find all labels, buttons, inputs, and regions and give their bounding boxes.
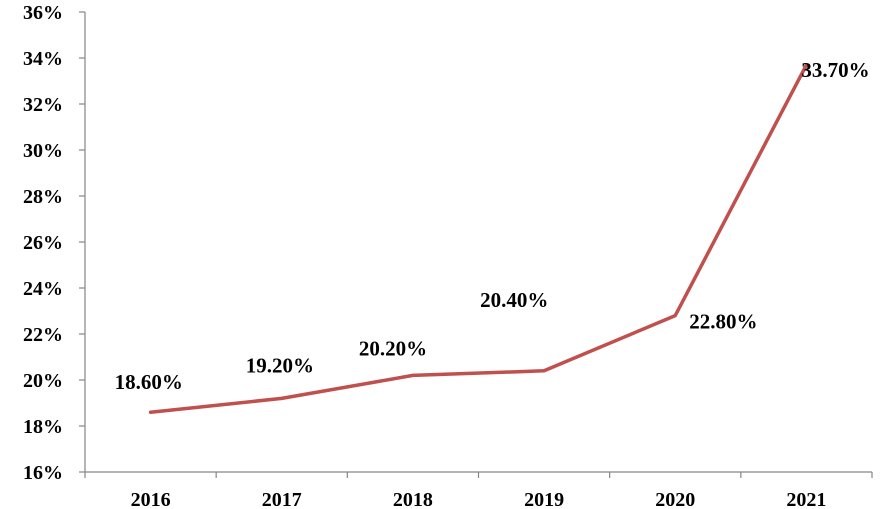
data-label: 22.80% [689, 310, 757, 334]
x-tick-label: 2020 [655, 489, 695, 509]
x-tick-label: 2018 [393, 489, 433, 509]
x-tick-label: 2016 [131, 489, 171, 509]
series-line [148, 63, 809, 414]
data-label: 18.60% [115, 370, 183, 394]
y-tick-label: 24% [23, 278, 63, 300]
y-tick-label: 36% [23, 2, 63, 24]
y-axis: 16% 18% 20% 22% 24% 26% 28% 30% 32% 34% 36% [23, 2, 86, 484]
x-tick-label: 2019 [524, 489, 564, 509]
data-label: 20.40% [480, 288, 548, 312]
y-tick-label: 30% [23, 140, 63, 162]
y-tick-label: 22% [23, 324, 63, 346]
y-tick-label: 34% [23, 48, 63, 70]
y-tick-label: 26% [23, 232, 63, 254]
y-tick-label: 28% [23, 186, 63, 208]
y-tick-label: 18% [23, 416, 63, 438]
x-tick-label: 2021 [786, 489, 826, 509]
data-label: 19.20% [246, 353, 314, 377]
x-axis: 2016 2017 2018 2019 2020 2021 [84, 471, 873, 509]
data-label: 20.20% [359, 336, 427, 360]
y-tick-label: 20% [23, 370, 63, 392]
x-tick-label: 2017 [262, 489, 302, 509]
data-labels: 18.60% 19.20% 20.20% 20.40% 22.80% 33.70% [115, 58, 870, 394]
series-group [148, 63, 809, 414]
data-label: 33.70% [801, 58, 869, 82]
y-tick-label: 16% [23, 462, 63, 484]
y-tick-label: 32% [23, 94, 63, 116]
